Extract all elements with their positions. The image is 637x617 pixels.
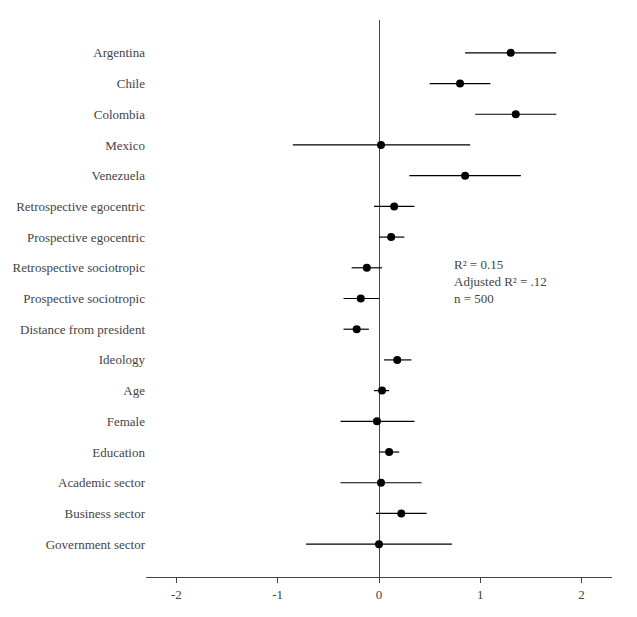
svg-text:Argentina: Argentina bbox=[93, 45, 145, 60]
svg-text:Distance from president: Distance from president bbox=[20, 322, 145, 337]
svg-text:Academic sector: Academic sector bbox=[58, 475, 146, 490]
svg-text:0: 0 bbox=[376, 587, 383, 602]
svg-text:2: 2 bbox=[578, 587, 585, 602]
svg-text:Government sector: Government sector bbox=[46, 537, 146, 552]
svg-text:Ideology: Ideology bbox=[99, 352, 146, 367]
svg-text:Business sector: Business sector bbox=[64, 506, 145, 521]
svg-text:Prospective egocentric: Prospective egocentric bbox=[27, 230, 145, 245]
svg-text:Colombia: Colombia bbox=[94, 107, 146, 122]
svg-text:Retrospective egocentric: Retrospective egocentric bbox=[16, 199, 145, 214]
svg-text:-2: -2 bbox=[171, 587, 182, 602]
svg-text:Chile: Chile bbox=[117, 76, 145, 91]
svg-text:Mexico: Mexico bbox=[105, 138, 145, 153]
svg-text:Venezuela: Venezuela bbox=[92, 168, 146, 183]
svg-text:-1: -1 bbox=[272, 587, 283, 602]
svg-text:Female: Female bbox=[107, 414, 145, 429]
svg-text:1: 1 bbox=[477, 587, 484, 602]
svg-text:Prospective sociotropic: Prospective sociotropic bbox=[23, 291, 145, 306]
svg-text:Age: Age bbox=[123, 383, 145, 398]
svg-text:R² = 0.15Adjusted R² = .12n =: R² = 0.15Adjusted R² = .12n = 500 bbox=[454, 257, 547, 306]
svg-text:Retrospective sociotropic: Retrospective sociotropic bbox=[13, 260, 146, 275]
svg-text:Education: Education bbox=[92, 445, 145, 460]
